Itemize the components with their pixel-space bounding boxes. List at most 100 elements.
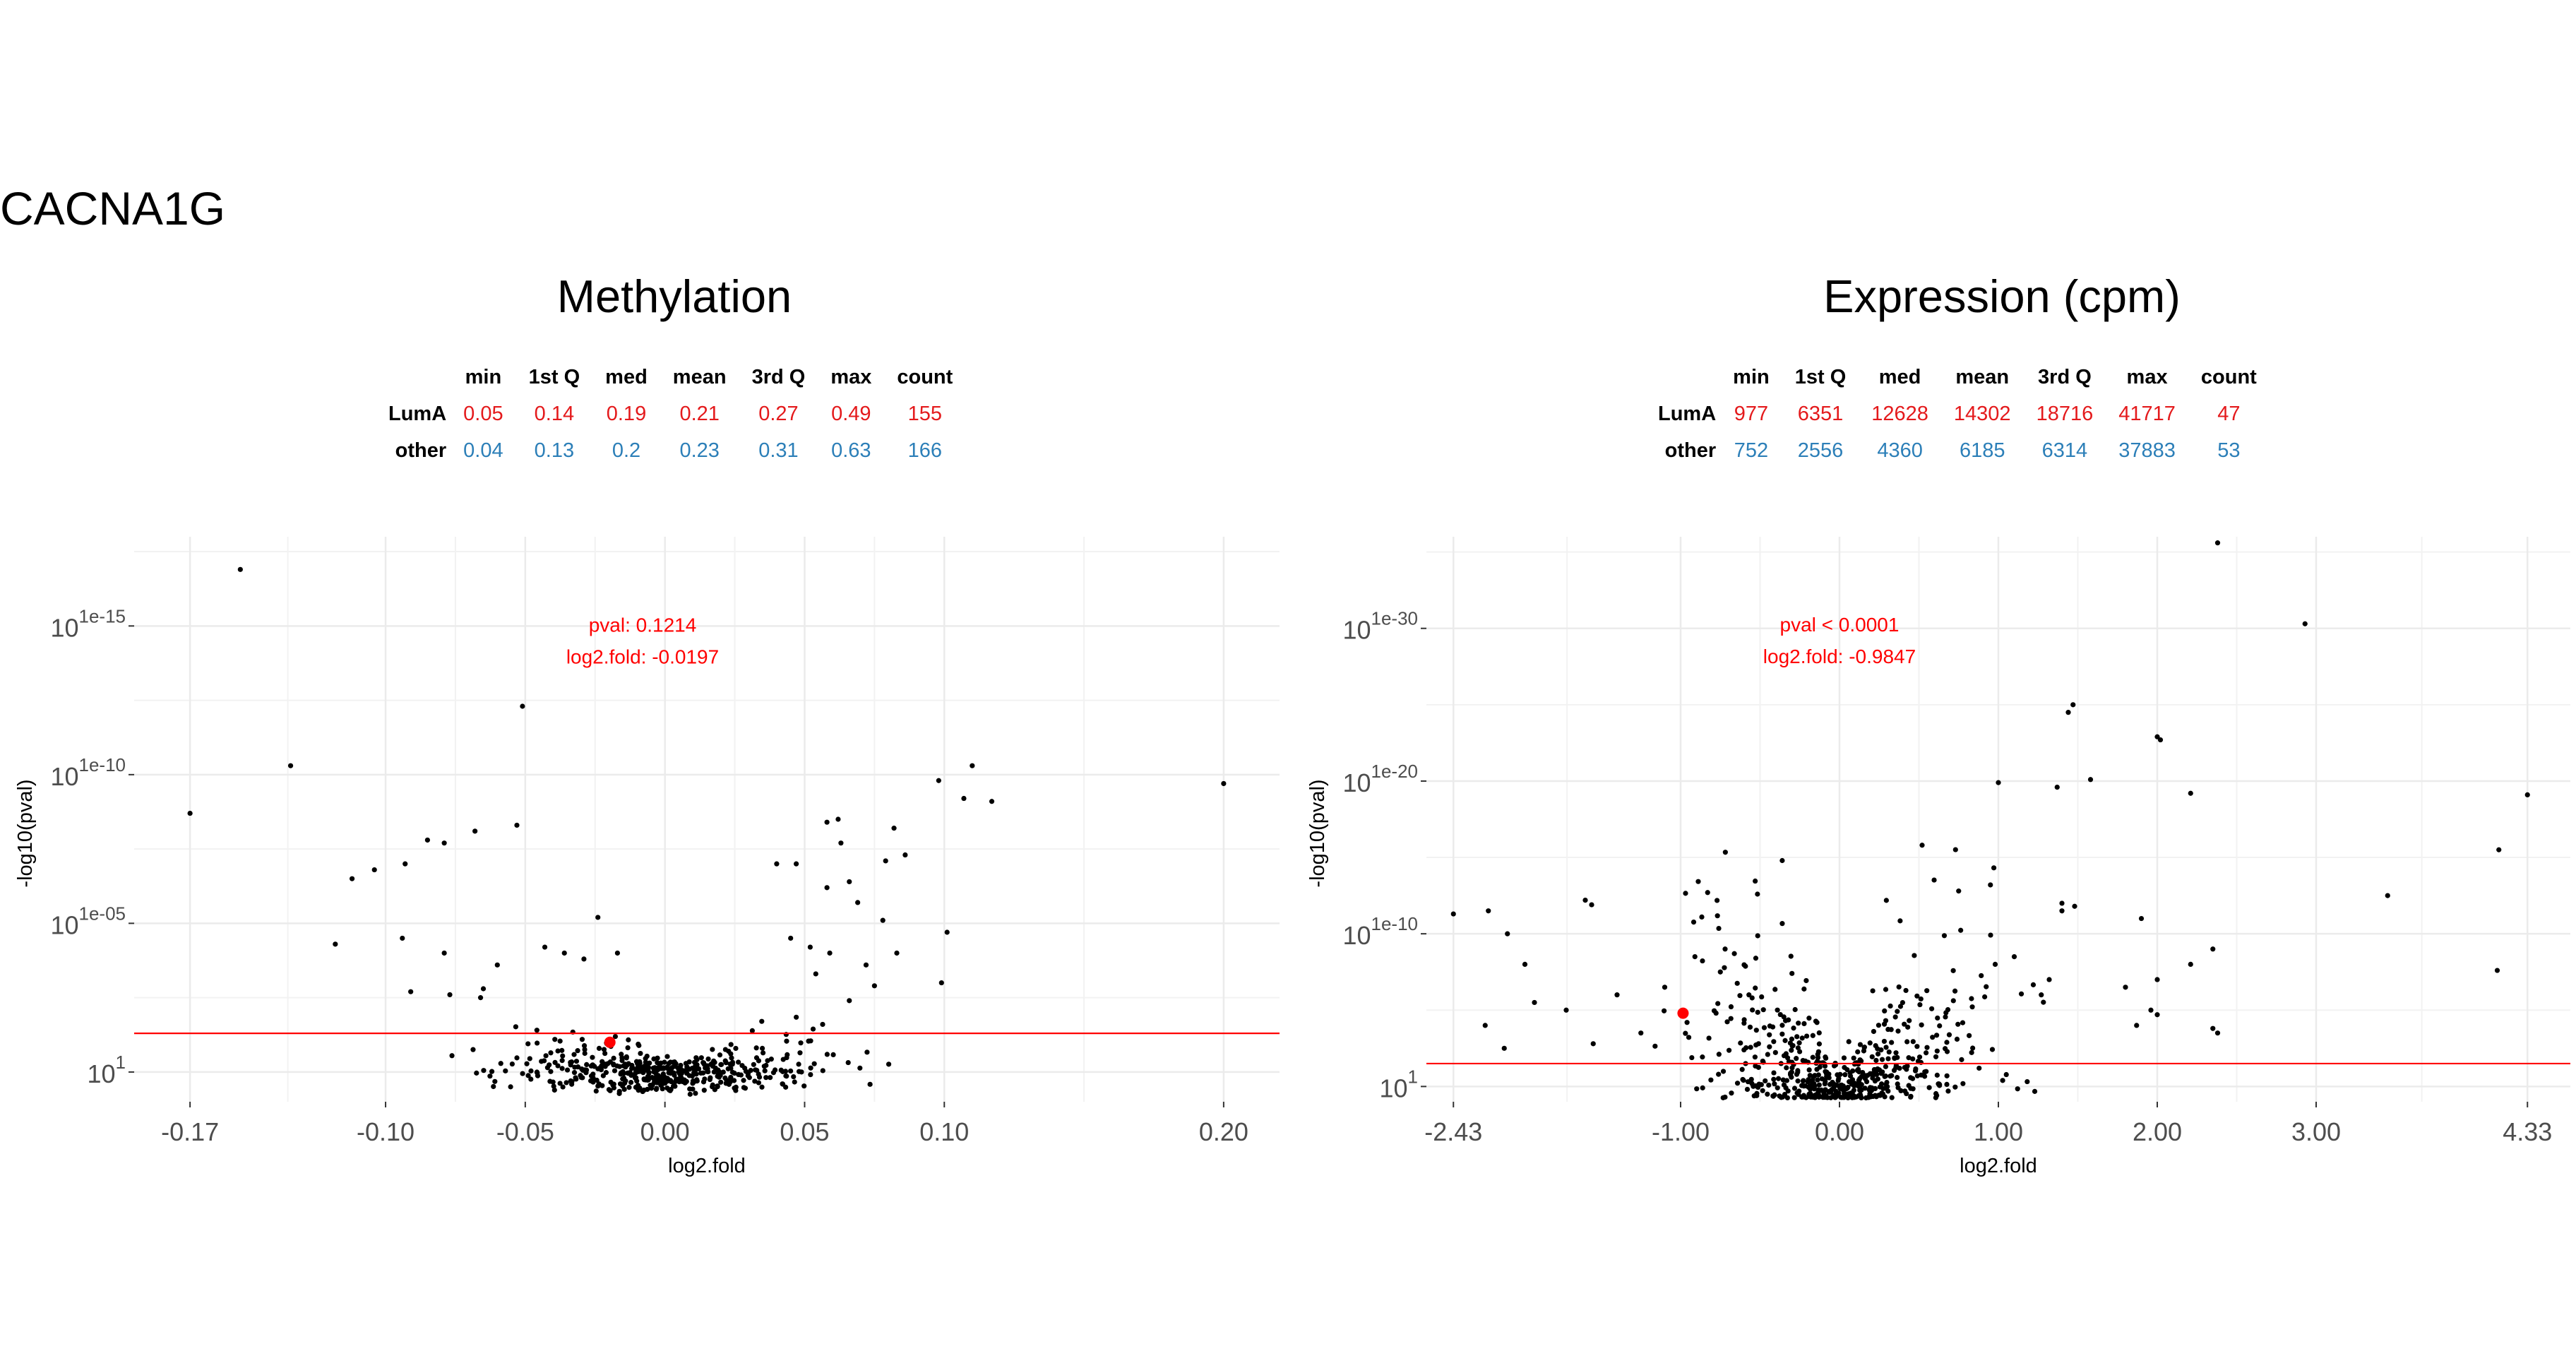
- data-point: [1801, 1021, 1807, 1027]
- data-point: [761, 1064, 767, 1069]
- data-point: [2015, 1086, 2020, 1092]
- data-point: [477, 995, 484, 1001]
- data-point: [1772, 1049, 1778, 1055]
- data-point: [616, 1088, 622, 1094]
- data-point: [705, 1056, 711, 1062]
- x-tick-label: -0.10: [357, 1117, 415, 1146]
- data-point: [1690, 920, 1697, 925]
- data-point: [696, 1066, 702, 1071]
- data-point: [778, 1067, 784, 1073]
- data-point: [855, 900, 861, 905]
- data-point: [543, 1053, 549, 1059]
- data-point: [715, 1084, 720, 1090]
- data-point: [2188, 790, 2193, 796]
- data-point: [1933, 1054, 1939, 1059]
- expression-stats-table: min 1st Q med mean 3rd Q max count LumA …: [1645, 359, 2270, 469]
- data-point: [675, 1065, 681, 1071]
- data-point: [1794, 1056, 1799, 1061]
- data-point: [548, 1050, 554, 1056]
- data-point: [1988, 882, 1993, 888]
- data-point: [1914, 993, 1920, 999]
- data-point: [1916, 1054, 1923, 1060]
- data-point: [1771, 1039, 1777, 1045]
- data-point: [664, 1064, 670, 1070]
- data-point: [1902, 1088, 1908, 1094]
- data-point: [1908, 1094, 1914, 1100]
- stats-header-row: min 1st Q med mean 3rd Q max count: [376, 359, 965, 396]
- data-point: [1737, 993, 1743, 999]
- data-point: [674, 1076, 680, 1082]
- data-point: [1741, 1021, 1747, 1026]
- annotation-label: log2.fold: -0.0197: [566, 646, 719, 668]
- x-tick-label: 1.00: [1974, 1117, 2023, 1146]
- data-point: [1866, 1093, 1873, 1099]
- x-tick-label: 4.33: [2503, 1117, 2552, 1146]
- data-point: [641, 1087, 647, 1093]
- data-point: [1944, 1081, 1950, 1087]
- data-point: [424, 837, 430, 843]
- data-point: [1753, 956, 1759, 961]
- data-point: [1700, 1054, 1705, 1060]
- data-point: [1751, 1093, 1757, 1099]
- stats-cell: 53: [2217, 439, 2241, 462]
- data-point: [2059, 908, 2065, 914]
- data-point: [1950, 998, 1956, 1004]
- data-point: [1772, 1081, 1777, 1087]
- data-point: [1875, 1051, 1881, 1057]
- data-point: [1789, 1065, 1795, 1071]
- data-point: [1851, 1055, 1856, 1061]
- data-point: [1765, 1052, 1770, 1057]
- data-point: [2032, 1088, 2038, 1094]
- data-point: [1800, 1078, 1806, 1084]
- data-point: [1789, 1036, 1795, 1042]
- stats-cell: 2556: [1797, 439, 1844, 462]
- data-point: [2072, 903, 2077, 909]
- data-point: [1889, 1040, 1895, 1045]
- data-point: [1771, 1070, 1777, 1076]
- data-point: [1989, 1047, 1996, 1052]
- x-tick-label: 0.00: [1815, 1117, 1864, 1146]
- data-point: [551, 1087, 557, 1093]
- data-point: [1893, 1050, 1899, 1056]
- data-point: [604, 1061, 609, 1067]
- data-point: [402, 861, 408, 867]
- data-point: [575, 1048, 580, 1054]
- data-point: [1833, 1094, 1839, 1100]
- data-point: [687, 1091, 693, 1097]
- stats-cell: 14302: [1953, 403, 2011, 425]
- data-point: [559, 1047, 565, 1053]
- data-point: [808, 1038, 813, 1044]
- data-point: [525, 1041, 531, 1047]
- data-point: [1933, 1090, 1939, 1097]
- data-point: [1765, 1091, 1770, 1097]
- data-point: [557, 1038, 563, 1044]
- data-point: [1770, 1024, 1776, 1030]
- data-point: [733, 1088, 739, 1093]
- data-point: [2524, 792, 2530, 798]
- data-point: [571, 1069, 578, 1076]
- data-point: [643, 1059, 648, 1065]
- data-point: [662, 1076, 667, 1081]
- y-tick-label: 101e-30: [1342, 608, 1418, 645]
- data-point: [2134, 1023, 2140, 1028]
- data-point: [1969, 1004, 1975, 1010]
- data-point: [1864, 1078, 1870, 1085]
- data-point: [1744, 1086, 1751, 1093]
- data-point: [590, 1054, 595, 1060]
- data-point: [1796, 1021, 1801, 1026]
- stats-row-label: LumA: [1658, 403, 1717, 425]
- data-point: [626, 1085, 632, 1090]
- data-point: [1812, 1073, 1818, 1078]
- data-point: [623, 1064, 628, 1070]
- data-point: [1716, 1052, 1722, 1057]
- data-point: [1831, 1083, 1837, 1090]
- data-point: [1722, 946, 1728, 952]
- data-point: [1924, 1050, 1929, 1056]
- data-point: [1771, 1076, 1777, 1082]
- data-point: [1652, 1043, 1658, 1049]
- data-point: [1775, 1085, 1780, 1090]
- data-point: [542, 944, 548, 950]
- data-point: [1900, 999, 1906, 1006]
- data-point: [824, 1052, 830, 1057]
- data-point: [1804, 1033, 1810, 1039]
